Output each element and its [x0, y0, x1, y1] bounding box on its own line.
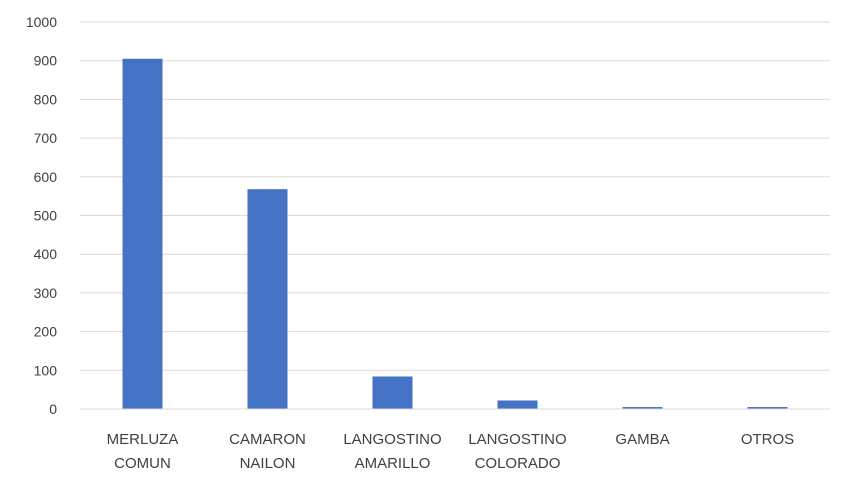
- x-tick-label: LANGOSTINO: [468, 431, 566, 448]
- y-tick-label: 200: [34, 324, 58, 340]
- x-tick-label: GAMBA: [615, 431, 669, 448]
- bar: [622, 407, 663, 409]
- y-tick-label: 800: [34, 91, 58, 107]
- y-tick-label: 600: [34, 169, 58, 185]
- y-tick-label: 300: [34, 285, 58, 301]
- x-tick-label: AMARILLO: [355, 455, 431, 472]
- x-tick-label: LANGOSTINO: [343, 431, 441, 448]
- bars: [122, 58, 788, 409]
- x-tick-label: OTROS: [741, 431, 794, 448]
- y-tick-label: 100: [34, 362, 58, 378]
- bar: [122, 58, 163, 409]
- bar: [497, 400, 538, 409]
- y-axis-tick-labels: 0 100 200 300 400 500 600 700 800 900 1000: [26, 14, 57, 417]
- y-tick-label: 1000: [26, 14, 57, 30]
- x-tick-label: MERLUZA: [107, 431, 179, 448]
- y-tick-label: 900: [34, 53, 58, 69]
- x-tick-label: COMUN: [114, 455, 171, 472]
- gridlines: [80, 21, 830, 371]
- x-tick-label: COLORADO: [475, 455, 561, 472]
- x-tick-label: CAMARON: [229, 431, 306, 448]
- bar: [747, 407, 788, 409]
- x-tick-label: NAILON: [240, 455, 296, 472]
- x-axis-tick-labels: MERLUZA COMUN CAMARON NAILON LANGOSTINO AMARI…: [107, 431, 795, 472]
- bar: [372, 376, 413, 409]
- y-tick-label: 400: [34, 246, 58, 262]
- y-tick-label: 700: [34, 130, 58, 146]
- y-tick-label: 0: [49, 401, 57, 417]
- y-tick-label: 500: [34, 208, 58, 224]
- bar: [247, 189, 288, 409]
